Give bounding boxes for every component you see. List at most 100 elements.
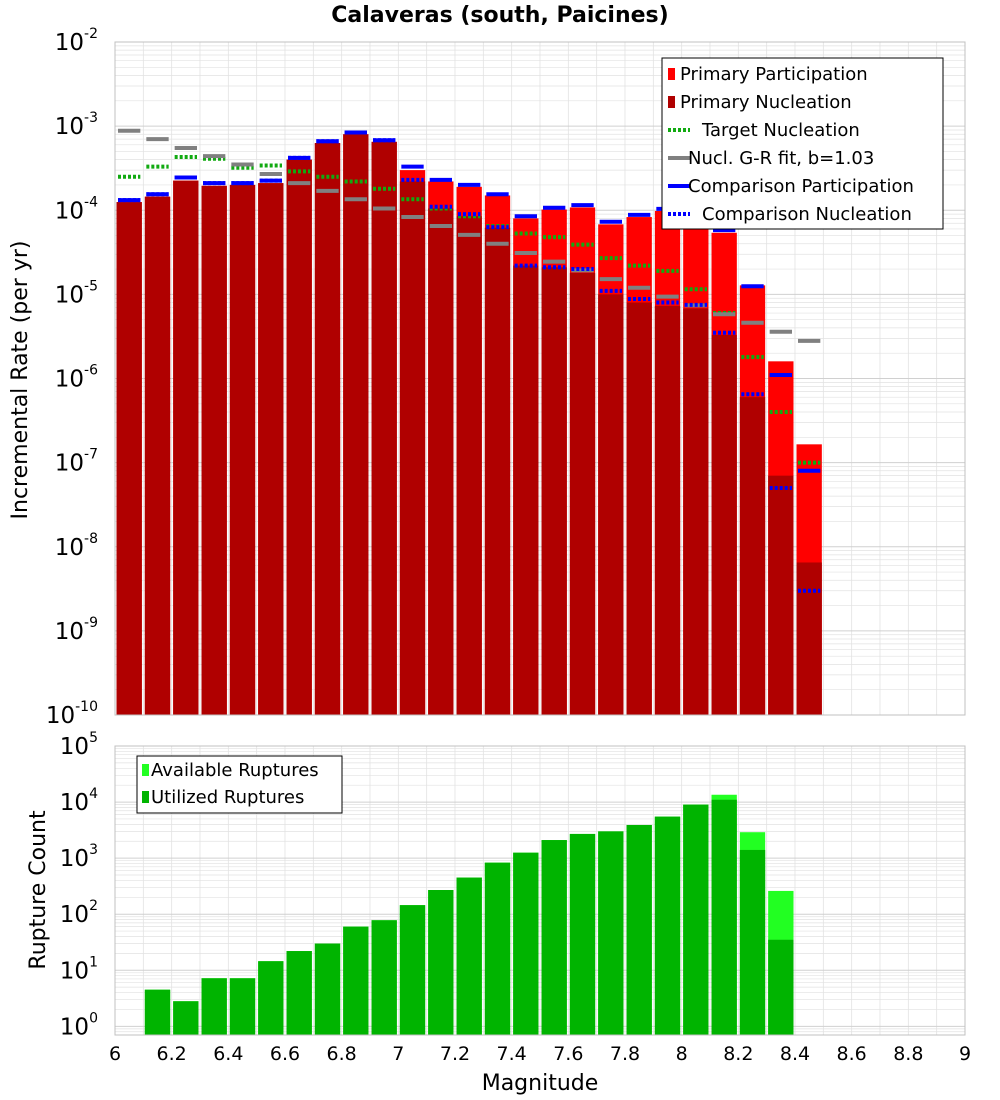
x-tick-label: 6.2 [157,1043,187,1065]
rate-bar [456,216,482,716]
x-tick-label: 8.6 [837,1043,867,1065]
rupture-count-panel: 100 101 102 103 104 105 6 6.2 6.4 6.6 6.8 7 7.2 7.4 7… [26,730,971,1096]
legend-label: Utilized Ruptures [151,787,304,808]
count-bar [513,852,539,1035]
count-bar [144,989,171,1035]
top-y-tick-label: 10-4 [55,194,98,224]
legend-label: Primary Nucleation [680,92,852,113]
count-bar [598,831,624,1035]
count-bar [541,840,567,1035]
legend-label: Nucl. G-R fit, b=1.03 [688,148,874,169]
top-y-tick-label: 10-8 [55,531,98,561]
bottom-bars [144,794,794,1035]
count-bar [229,978,256,1035]
legend-label: Primary Participation [680,64,868,85]
count-bar [569,833,596,1035]
x-tick-label: 8 [676,1043,688,1065]
rate-bar [513,265,539,715]
top-bars [116,134,822,716]
x-tick-label: 7.8 [610,1043,640,1065]
top-legend: Primary Participation Primary Nucleation T… [661,57,944,230]
top-y-tick-label: 10-9 [55,615,98,645]
x-tick-label: 8.8 [893,1043,923,1065]
rate-bar [144,196,171,715]
rate-bar [314,143,341,715]
count-bar [173,1001,199,1035]
count-bar [286,951,312,1035]
bottom-legend-box [136,755,343,814]
top-line-series [118,128,821,593]
count-bar [201,978,227,1035]
bottom-y-tick-label: 101 [60,954,98,984]
incremental-rate-panel: 10-10 10-9 10-8 10-7 10-6 10-5 10-4 10-3 10-2 Ca… [8,3,966,729]
x-tick-label: 6.6 [270,1043,300,1065]
top-y-tick-label: 10-7 [55,447,98,477]
rate-bar [173,180,199,715]
x-tick-label: 6.4 [213,1043,243,1065]
legend-label: Available Ruptures [151,760,319,781]
legend-label: Comparison Participation [688,176,914,197]
bottom-y-tick-label: 103 [60,842,98,872]
count-bar [399,905,426,1035]
legend-swatch [142,764,149,776]
bottom-y-tick-labels: 100 101 102 103 104 105 [60,730,98,1040]
top-y-tick-labels: 10-10 10-9 10-8 10-7 10-6 10-5 10-4 10-3 10-2 [46,26,98,729]
rate-bar [796,562,822,715]
rate-bar [371,141,397,716]
rate-bar [683,308,709,715]
bottom-y-axis-label: Rupture Count [26,810,51,970]
count-bar [711,799,737,1035]
count-bar [456,877,482,1035]
x-tick-label: 7.2 [440,1043,470,1065]
x-tick-label: 7.6 [553,1043,583,1065]
count-bar [343,926,369,1035]
bottom-legend: Available Ruptures Utilized Ruptures [136,755,343,814]
rate-bar [541,267,567,715]
chart-title: Calaveras (south, Paicines) [331,3,668,28]
count-bar [428,890,454,1035]
rate-bar [569,272,596,715]
bottom-y-tick-label: 100 [60,1010,98,1040]
rate-bar [598,294,624,715]
count-bar [654,816,681,1035]
legend-swatch [668,96,675,108]
rate-bar [343,134,369,715]
top-legend-box [661,57,944,230]
rate-bar [768,475,794,715]
legend-label: Target Nucleation [701,120,860,141]
count-bar [768,939,794,1035]
legend-swatch [142,791,149,803]
count-bar [739,849,766,1035]
x-tick-label: 6.8 [327,1043,357,1065]
rate-bar [739,397,766,715]
top-y-tick-label: 10-6 [55,363,98,393]
count-bar [484,862,511,1035]
count-bar [626,824,652,1035]
top-y-tick-label: 10-2 [55,26,98,56]
x-tick-label: 7 [392,1043,404,1065]
rate-bar [201,185,227,716]
top-y-axis-label: Incremental Rate (per yr) [8,241,33,520]
bottom-y-tick-label: 102 [60,898,98,928]
x-tick-label: 8.4 [780,1043,810,1065]
count-bar [371,920,397,1035]
x-axis-label: Magnitude [482,1071,599,1096]
bottom-y-tick-label: 104 [60,786,98,816]
x-tick-labels: 6 6.2 6.4 6.6 6.8 7 7.2 7.4 7.6 7.8 8 8.2 8.4 8.6 8.8 9 [109,1043,971,1065]
bottom-y-tick-label: 105 [60,730,98,760]
rate-bar [711,334,737,715]
rate-bar [258,183,284,715]
x-tick-label: 7.4 [497,1043,527,1065]
rate-bar [654,305,681,715]
rate-bar [286,159,312,716]
rate-bar [229,184,256,716]
x-tick-label: 8.2 [723,1043,753,1065]
top-plot-frame [114,41,966,716]
top-y-tick-label: 10-3 [55,110,98,140]
top-gridlines [114,42,966,716]
legend-label: Comparison Nucleation [702,204,912,225]
top-y-tick-label: 10-5 [55,278,98,308]
rate-bar [116,202,142,716]
rate-bar [484,227,511,716]
